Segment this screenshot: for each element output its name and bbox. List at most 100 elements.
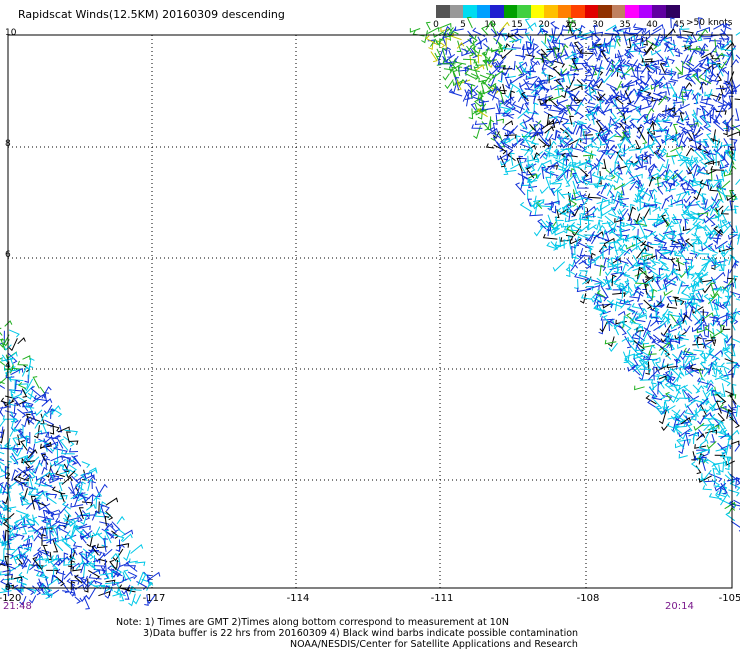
wind-barb: [677, 344, 686, 350]
wind-barb: [666, 332, 671, 345]
wind-barb: [632, 254, 641, 267]
wind-barb: [707, 149, 716, 156]
wind-barb: [709, 399, 719, 411]
wind-barb: [544, 61, 555, 71]
wind-barb: [60, 493, 66, 503]
wind-barb: [528, 173, 542, 184]
wind-barb: [0, 459, 5, 462]
wind-barb: [28, 486, 38, 496]
wind-barb: [144, 594, 149, 606]
wind-barb: [477, 54, 483, 64]
wind-barb: [540, 53, 546, 65]
wind-barb: [582, 128, 587, 139]
wind-barb: [85, 551, 91, 564]
wind-barb: [504, 129, 509, 141]
wind-barb: [13, 396, 21, 408]
wind-barb: [605, 118, 612, 132]
wind-barb: [709, 208, 717, 216]
wind-barb: [694, 316, 706, 326]
wind-barb: [50, 555, 65, 562]
wind-barb: [643, 202, 655, 208]
wind-barb: [685, 163, 697, 175]
wind-barb: [652, 129, 668, 134]
wind-barb: [430, 51, 438, 63]
wind-barb: [28, 365, 34, 379]
wind-barb: [718, 318, 729, 328]
wind-barb: [575, 190, 584, 199]
wind-barb: [579, 49, 593, 54]
wind-barb: [720, 482, 728, 495]
wind-barb: [103, 585, 110, 595]
wind-barb: [110, 552, 119, 560]
wind-barb: [539, 98, 551, 106]
legend-unit-label: >50 knots: [686, 18, 733, 28]
x-tick-4: -108: [576, 593, 600, 604]
wind-barb: [631, 303, 645, 310]
wind-barb: [552, 26, 560, 41]
wind-barb: [569, 94, 577, 105]
wind-barb: [690, 278, 704, 288]
wind-barb: [639, 35, 646, 47]
wind-barb: [93, 568, 106, 575]
wind-barb: [599, 264, 605, 276]
wind-barb: [596, 191, 608, 200]
wind-barb: [610, 278, 621, 284]
wind-barb: [678, 86, 687, 99]
wind-barb: [505, 102, 519, 112]
wind-barb: [136, 580, 148, 590]
wind-barb: [691, 177, 699, 186]
wind-barb: [660, 274, 669, 281]
wind-barb: [710, 433, 716, 443]
wind-barb: [551, 186, 561, 194]
wind-barb: [712, 319, 721, 326]
wind-barb: [24, 374, 29, 384]
wind-barb: [70, 526, 80, 540]
wind-barb: [605, 144, 617, 156]
wind-barb: [642, 328, 650, 338]
wind-barb: [602, 136, 610, 149]
wind-barb: [715, 400, 722, 414]
wind-barb: [726, 457, 732, 468]
wind-barb: [118, 588, 125, 602]
wind-barb: [552, 45, 558, 57]
wind-barb: [634, 316, 646, 323]
wind-barb: [731, 141, 737, 151]
wind-barb: [627, 307, 636, 315]
wind-barb: [715, 289, 725, 294]
wind-barb: [699, 81, 707, 90]
wind-barb: [727, 362, 740, 374]
wind-barb: [468, 108, 474, 120]
wind-barb: [711, 363, 717, 375]
wind-barb: [672, 417, 680, 432]
wind-barb: [587, 45, 596, 51]
wind-barb: [439, 38, 444, 47]
wind-barb: [709, 403, 717, 412]
wind-barb: [654, 361, 661, 370]
wind-barb: [78, 551, 89, 563]
wind-barb: [692, 221, 702, 229]
wind-barb: [671, 263, 678, 276]
wind-barb: [100, 505, 106, 520]
wind-barb: [87, 468, 98, 476]
wind-barb: [613, 58, 625, 71]
wind-barb: [563, 239, 569, 249]
wind-barb: [702, 138, 708, 147]
wind-barb: [478, 94, 484, 107]
wind-barb: [649, 384, 658, 391]
wind-barb: [677, 224, 683, 236]
wind-barb: [504, 120, 514, 126]
wind-barb: [625, 159, 638, 165]
wind-barb: [619, 66, 626, 80]
wind-barb: [701, 106, 706, 120]
wind-barb: [674, 251, 684, 257]
wind-barb: [34, 499, 41, 509]
wind-barb: [707, 160, 720, 166]
wind-barb: [599, 198, 607, 211]
wind-barb: [53, 459, 66, 467]
wind-barb: [717, 151, 725, 162]
wind-barb: [569, 255, 577, 268]
wind-barb: [475, 37, 488, 46]
wind-barb: [713, 23, 725, 30]
wind-barb: [57, 426, 70, 433]
wind-barb: [51, 486, 63, 494]
